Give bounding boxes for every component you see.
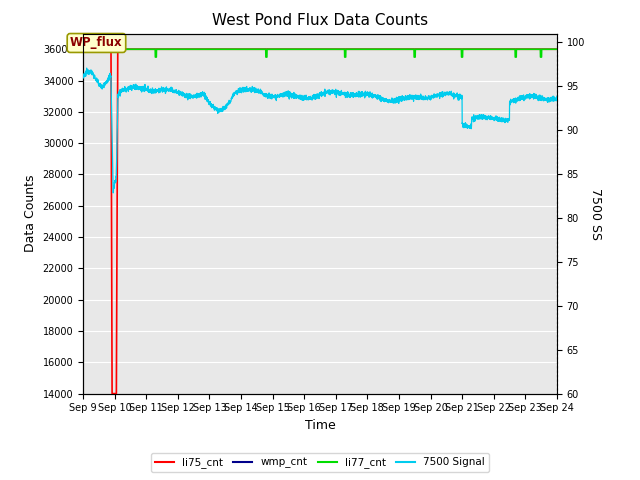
- Y-axis label: 7500 SS: 7500 SS: [589, 188, 602, 240]
- Legend: li75_cnt, wmp_cnt, li77_cnt, 7500 Signal: li75_cnt, wmp_cnt, li77_cnt, 7500 Signal: [150, 453, 490, 472]
- Text: WP_flux: WP_flux: [70, 36, 123, 49]
- Y-axis label: Data Counts: Data Counts: [24, 175, 37, 252]
- X-axis label: Time: Time: [305, 419, 335, 432]
- Title: West Pond Flux Data Counts: West Pond Flux Data Counts: [212, 13, 428, 28]
